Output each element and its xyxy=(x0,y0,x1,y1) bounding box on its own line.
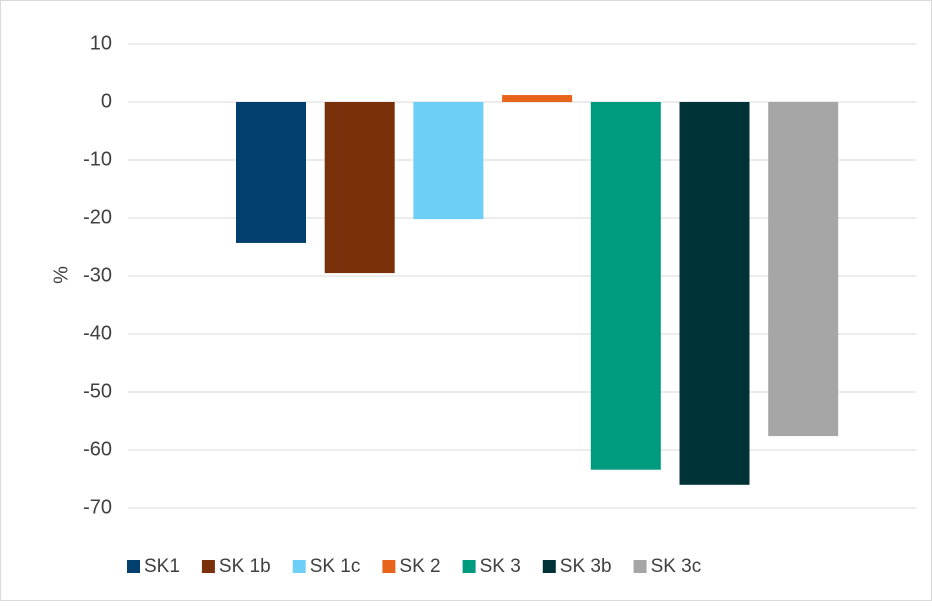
y-tick-label: -60 xyxy=(83,438,112,460)
bar xyxy=(324,102,395,274)
bar xyxy=(236,102,306,243)
y-tick-label: -30 xyxy=(83,264,112,286)
legend-label: SK 1b xyxy=(219,556,271,577)
legend-label: SK 3b xyxy=(560,556,612,577)
legend-swatch xyxy=(201,560,215,573)
y-tick-label: -10 xyxy=(83,148,112,170)
legend-swatch xyxy=(542,560,556,573)
legend-swatch xyxy=(633,560,647,573)
legend-label: SK1 xyxy=(144,556,180,577)
bar xyxy=(502,95,573,102)
legend-swatch xyxy=(382,560,396,573)
legend-swatch xyxy=(462,560,476,573)
legend-label: SK 3c xyxy=(651,556,702,577)
y-axis-label: % xyxy=(50,266,72,284)
bar xyxy=(590,102,661,470)
y-tick-label: 10 xyxy=(90,32,112,54)
bar xyxy=(679,102,750,485)
y-tick-label: -40 xyxy=(83,322,112,344)
y-tick-label: 0 xyxy=(101,90,112,112)
y-tick-label: -70 xyxy=(83,496,112,518)
legend-label: SK 3 xyxy=(480,556,521,577)
legend-swatch xyxy=(127,560,140,573)
legend-swatch xyxy=(292,560,306,573)
legend-label: SK 2 xyxy=(399,556,440,577)
legend-label: SK 1c xyxy=(310,556,361,577)
bar xyxy=(413,102,484,220)
y-tick-label: -20 xyxy=(83,206,112,228)
bar xyxy=(768,102,839,437)
y-tick-label: -50 xyxy=(83,380,112,402)
